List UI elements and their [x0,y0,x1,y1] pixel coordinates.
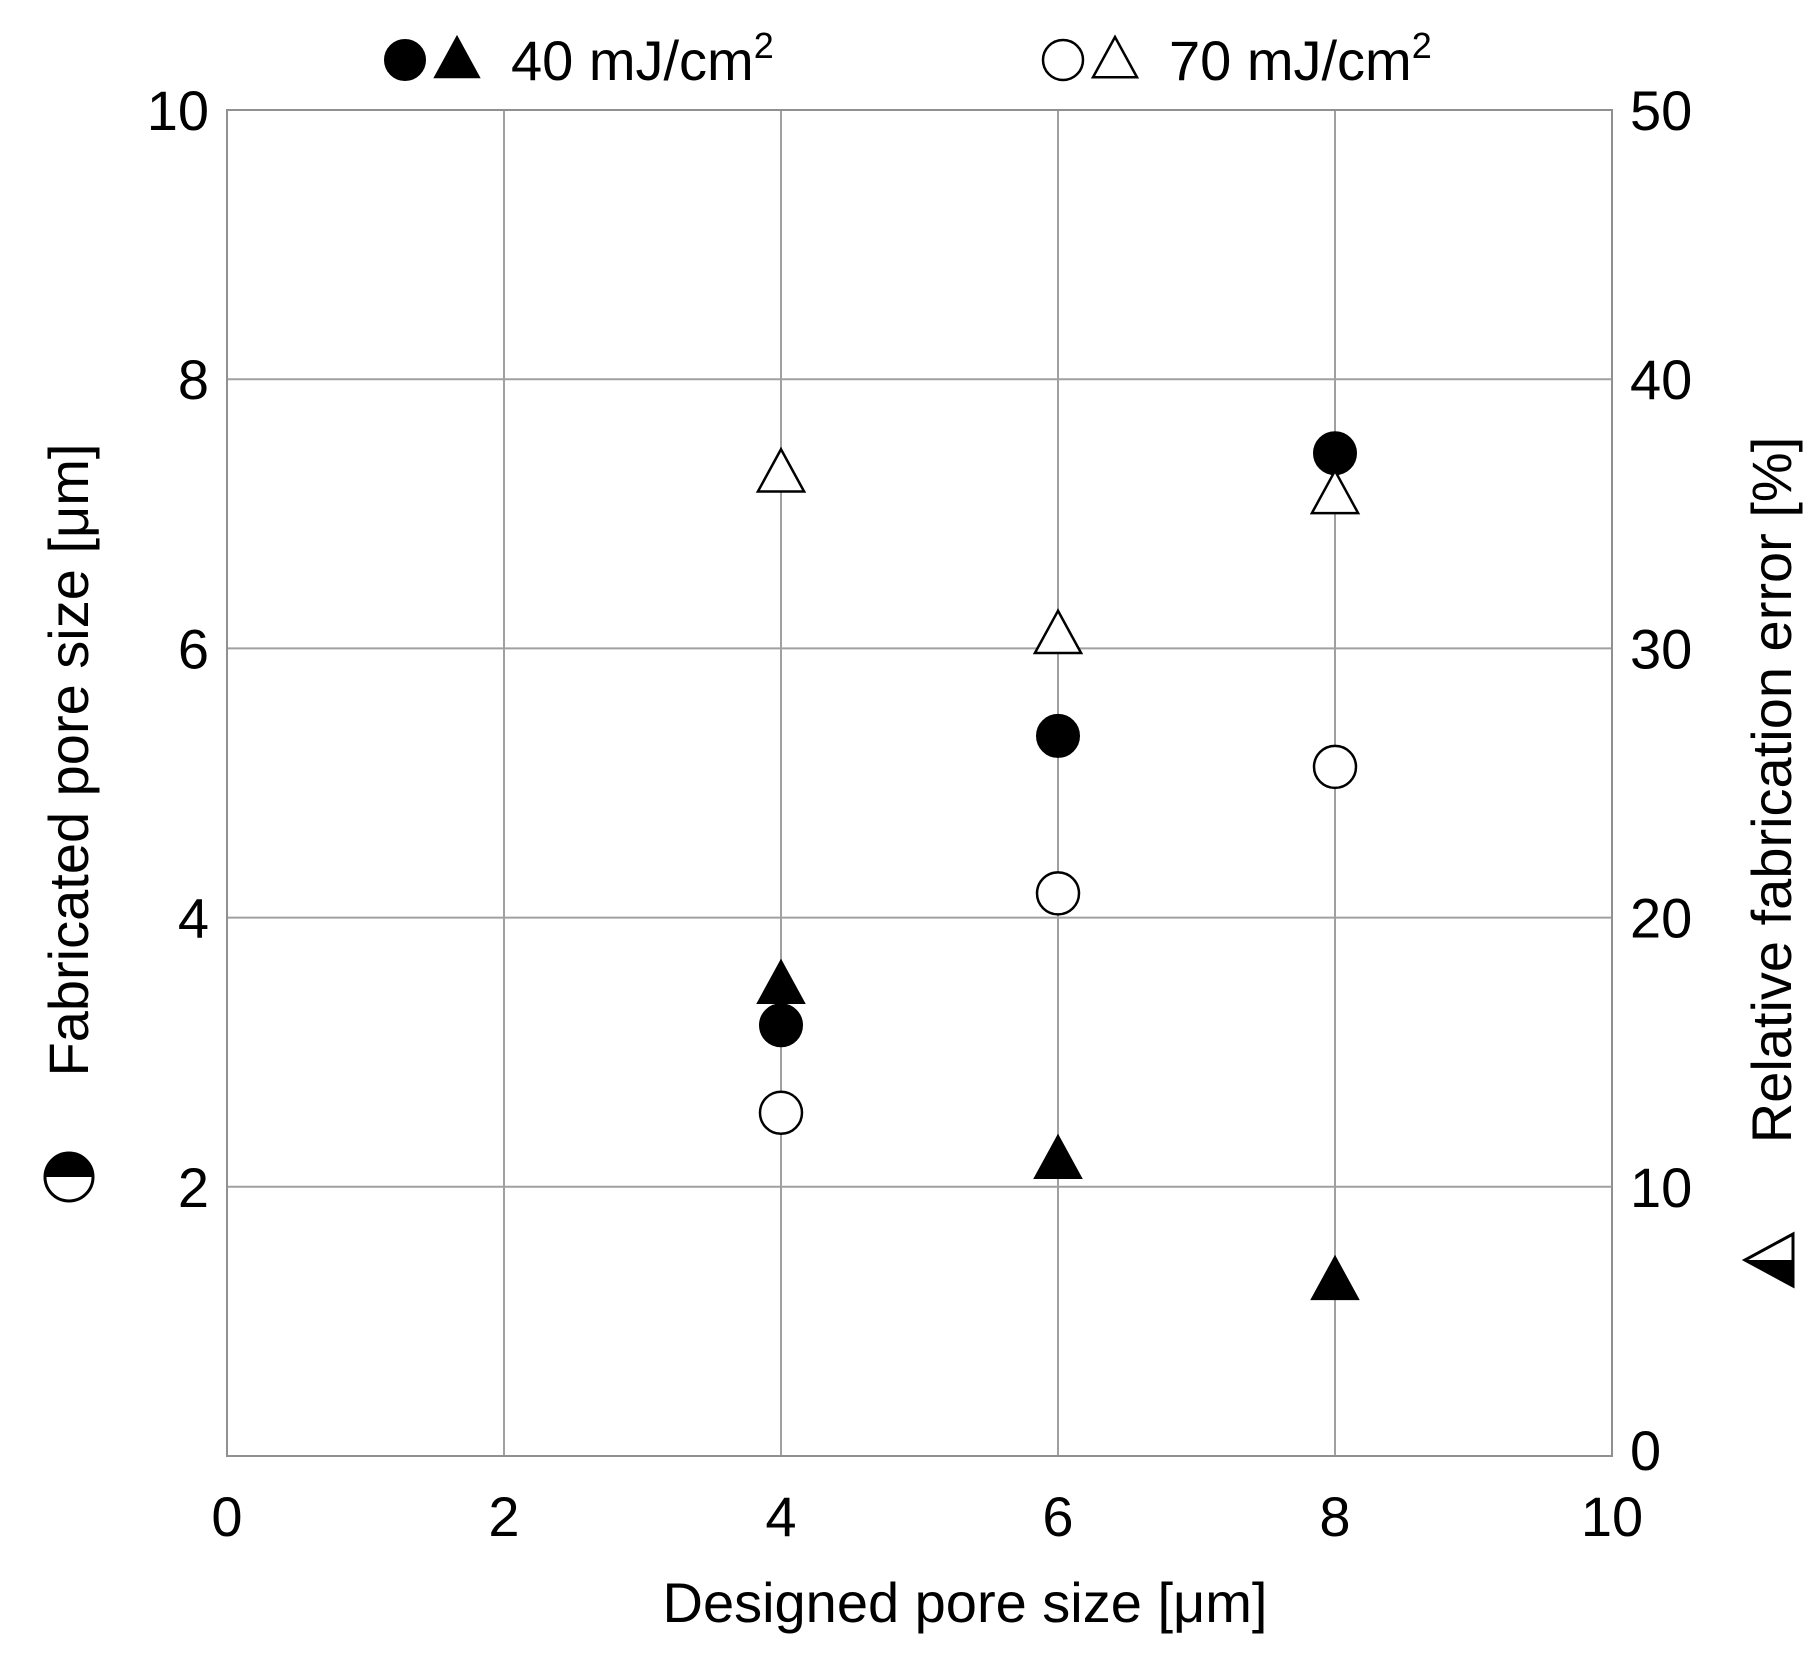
data-markers [755,431,1361,1301]
x-tick-label: 6 [1042,1485,1073,1548]
x-axis-label: Designed pore size [μm] [663,1571,1268,1634]
axes [226,109,1613,1457]
x-tick-label: 2 [488,1485,519,1548]
x-tick-label: 8 [1319,1485,1350,1548]
y-right-tick-label: 20 [1630,887,1692,950]
filled-triangle-marker [1310,1254,1360,1301]
half-filled-circle-icon [43,1151,95,1203]
open-circle-marker [758,1090,804,1136]
x-tick-label: 4 [765,1485,796,1548]
filled-triangle-marker [756,958,806,1005]
filled-circle-marker [1036,713,1080,758]
legend-label-superscript: 2 [1412,25,1432,66]
y-axis-label-left-group: Fabricated pore size [μm] [37,444,100,1203]
legend-label-superscript: 2 [754,25,774,66]
open-circle-marker [1312,744,1358,790]
y-right-tick-label: 10 [1630,1156,1692,1219]
filled-circle-marker [384,39,426,81]
open-circle-marker [1041,38,1085,82]
legend-label: 70 mJ/cm2 [1169,25,1432,92]
x-tick-label: 10 [1581,1485,1643,1548]
open-circle-marker [1035,871,1081,916]
legend-label: 40 mJ/cm2 [511,25,774,92]
y-left-tick-label: 4 [178,887,209,950]
open-triangle-marker [755,446,807,493]
y-left-tick-label: 10 [147,79,209,142]
y-axis-label-right: Relative fabrication error [%] [1740,437,1803,1144]
filled-triangle-marker [1033,1133,1083,1179]
open-triangle-marker [1309,468,1361,515]
y-left-tick-label: 6 [178,617,209,680]
y-axis-label-left: Fabricated pore size [μm] [37,444,100,1077]
y-right-tick-label: 30 [1630,617,1692,680]
grid-lines [227,110,1612,1456]
y-right-tick-label: 40 [1630,348,1692,411]
y-left-tick-label: 2 [178,1156,209,1219]
y-left-tick-label: 8 [178,348,209,411]
half-filled-triangle-icon [1741,1231,1795,1289]
open-triangle-marker [1032,608,1084,655]
filled-circle-marker [759,1003,803,1048]
filled-triangle-marker [433,34,481,79]
y-right-tick-label: 50 [1630,79,1692,142]
open-triangle-marker [1090,34,1140,79]
y-axis-label-right-group: Relative fabrication error [%] [1740,437,1803,1289]
plot-frame [226,109,1613,1457]
y-right-tick-label: 0 [1630,1419,1661,1482]
filled-circle-marker [1313,431,1357,476]
legend: 40 mJ/cm2 70 mJ/cm2 [384,25,1432,92]
x-tick-label: 0 [211,1485,242,1548]
